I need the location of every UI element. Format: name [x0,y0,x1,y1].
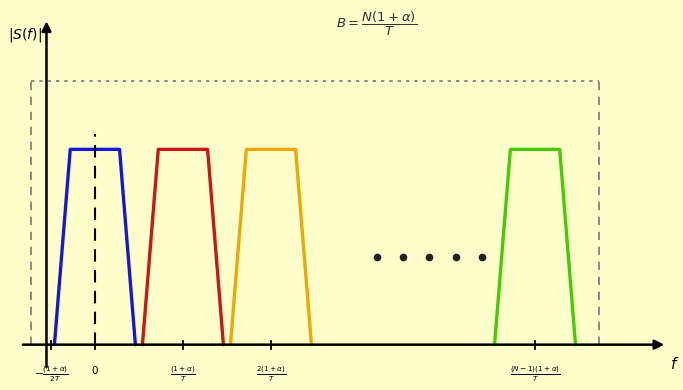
Text: $0$: $0$ [91,364,99,376]
Text: $|S(f)|$: $|S(f)|$ [8,27,42,44]
Text: $f$: $f$ [670,356,679,372]
Text: $-\frac{(1+\alpha)}{2T}$: $-\frac{(1+\alpha)}{2T}$ [33,364,68,384]
Text: $\frac{2(1+\alpha)}{T}$: $\frac{2(1+\alpha)}{T}$ [255,364,286,384]
Text: $B = \dfrac{N(1+\alpha)}{T}$: $B = \dfrac{N(1+\alpha)}{T}$ [336,10,417,38]
Text: $\frac{(N-1)(1+\alpha)}{T}$: $\frac{(N-1)(1+\alpha)}{T}$ [510,364,560,384]
Text: $\frac{(1+\alpha)}{T}$: $\frac{(1+\alpha)}{T}$ [170,364,196,384]
